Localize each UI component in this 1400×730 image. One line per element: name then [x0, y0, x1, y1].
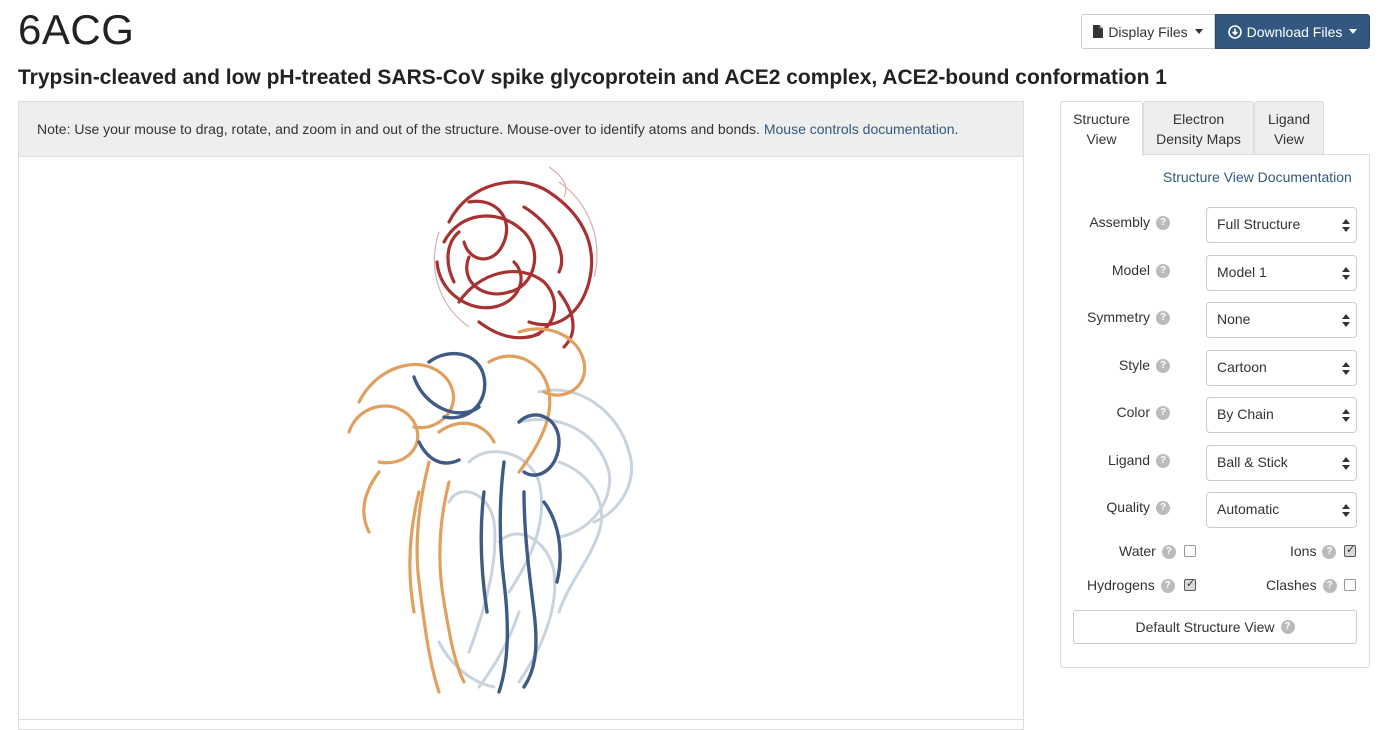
tab-label: Structure [1073, 111, 1130, 127]
updown-arrows-icon [1342, 314, 1350, 328]
chevron-down-icon [1194, 29, 1203, 34]
help-icon[interactable]: ? [1280, 620, 1295, 634]
help-icon[interactable]: ? [1156, 454, 1170, 469]
updown-arrows-icon [1342, 219, 1350, 233]
download-icon [1227, 24, 1242, 39]
help-icon[interactable]: ? [1156, 311, 1170, 326]
updown-arrows-icon [1342, 504, 1350, 518]
viewer-note-suffix: . [954, 121, 959, 137]
help-icon[interactable]: ? [1156, 406, 1170, 421]
tab-electron-density-maps[interactable]: Electron Density Maps [1143, 101, 1254, 155]
file-icon [1093, 25, 1104, 38]
hydrogens-checkbox[interactable] [1184, 577, 1196, 591]
download-files-label: Download Files [1246, 23, 1343, 40]
clashes-label: Clashes? [1266, 577, 1337, 594]
hydrogens-label: Hydrogens? [1087, 577, 1175, 594]
viewer-note-text: Note: Use your mouse to drag, rotate, an… [37, 121, 760, 137]
help-icon[interactable]: ? [1156, 501, 1170, 516]
chevron-down-icon [1349, 29, 1358, 34]
symmetry-select[interactable]: None [1206, 302, 1357, 338]
tab-label: View [1086, 131, 1117, 147]
model-select[interactable]: Model 1 [1206, 255, 1357, 291]
assembly-label: Assembly? [1089, 214, 1170, 231]
tab-ligand-view[interactable]: Ligand View [1254, 101, 1324, 155]
page-title: 6ACG [18, 6, 135, 53]
structure-viewer[interactable]: Note: Use your mouse to drag, rotate, an… [18, 101, 1024, 730]
ligand-select[interactable]: Ball & Stick [1206, 445, 1357, 481]
tab-label: Electron [1172, 111, 1225, 127]
style-label: Style? [1119, 357, 1170, 374]
color-label: Color? [1117, 404, 1170, 421]
model-label: Model? [1112, 262, 1170, 279]
quality-select[interactable]: Automatic [1206, 492, 1357, 528]
updown-arrows-icon [1342, 267, 1350, 281]
help-icon[interactable]: ? [1322, 579, 1337, 594]
structure-view-panel [1060, 154, 1370, 668]
ions-label: Ions? [1290, 543, 1337, 560]
updown-arrows-icon [1342, 457, 1350, 471]
default-structure-view-button[interactable]: Default Structure View? [1073, 610, 1357, 644]
quality-label: Quality? [1106, 499, 1170, 516]
default-structure-view-label: Default Structure View [1135, 619, 1275, 635]
viewer-divider [19, 719, 1023, 720]
help-icon[interactable]: ? [1156, 264, 1170, 279]
viewer-note: Note: Use your mouse to drag, rotate, an… [19, 102, 1023, 157]
entry-title: Trypsin-cleaved and low pH-treated SARS-… [18, 66, 1167, 89]
water-label: Water? [1119, 543, 1176, 560]
symmetry-label: Symmetry? [1087, 309, 1170, 326]
mouse-controls-link[interactable]: Mouse controls documentation [763, 121, 955, 137]
ligand-label: Ligand? [1108, 452, 1170, 469]
updown-arrows-icon [1342, 362, 1350, 376]
ions-checkbox[interactable] [1344, 543, 1356, 557]
updown-arrows-icon [1342, 409, 1350, 423]
clashes-checkbox[interactable] [1344, 579, 1356, 591]
tab-label: Ligand [1267, 111, 1311, 127]
tab-label: Density Maps [1156, 131, 1241, 147]
display-files-label: Display Files [1108, 23, 1188, 40]
help-icon[interactable]: ? [1156, 216, 1170, 231]
tab-label: View [1273, 131, 1305, 147]
color-select[interactable]: By Chain [1206, 397, 1357, 433]
help-icon[interactable]: ? [1161, 545, 1176, 560]
help-icon[interactable]: ? [1322, 545, 1337, 560]
style-select[interactable]: Cartoon [1206, 350, 1357, 386]
help-icon[interactable]: ? [1160, 579, 1175, 594]
water-checkbox[interactable] [1184, 545, 1196, 557]
tab-structure-view[interactable]: Structure View [1060, 101, 1143, 156]
molecule-3d-render[interactable] [319, 162, 679, 702]
assembly-select[interactable]: Full Structure [1206, 207, 1357, 243]
help-icon[interactable]: ? [1156, 359, 1170, 374]
display-files-button[interactable]: Display Files [1081, 14, 1215, 49]
structure-view-documentation-link[interactable]: Structure View Documentation [1163, 169, 1352, 185]
download-files-button[interactable]: Download Files [1215, 14, 1370, 49]
